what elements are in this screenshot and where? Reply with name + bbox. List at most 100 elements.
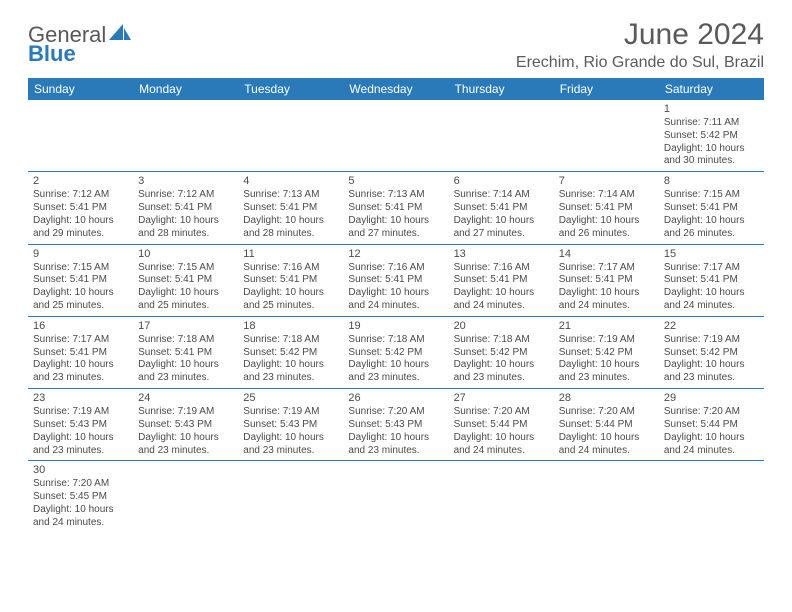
sunrise-text: Sunrise: 7:20 AM xyxy=(454,406,549,419)
daylight-text-2: and 26 minutes. xyxy=(559,228,654,241)
sunset-text: Sunset: 5:41 PM xyxy=(348,202,443,215)
daylight-text: Daylight: 10 hours xyxy=(454,287,549,300)
day-number: 12 xyxy=(348,247,443,261)
sunset-text: Sunset: 5:41 PM xyxy=(33,202,128,215)
sunset-text: Sunset: 5:42 PM xyxy=(454,347,549,360)
day-number: 4 xyxy=(243,174,338,188)
sunset-text: Sunset: 5:41 PM xyxy=(138,202,233,215)
sunset-text: Sunset: 5:42 PM xyxy=(664,347,759,360)
day-number: 3 xyxy=(138,174,233,188)
sunrise-text: Sunrise: 7:16 AM xyxy=(348,262,443,275)
daylight-text: Daylight: 10 hours xyxy=(33,504,128,517)
daylight-text-2: and 24 minutes. xyxy=(664,445,759,458)
day-number: 25 xyxy=(243,391,338,405)
daylight-text: Daylight: 10 hours xyxy=(243,359,338,372)
day-number: 28 xyxy=(559,391,654,405)
daylight-text-2: and 24 minutes. xyxy=(348,300,443,313)
sunset-text: Sunset: 5:41 PM xyxy=(454,274,549,287)
sunset-text: Sunset: 5:42 PM xyxy=(559,347,654,360)
calendar-empty-cell xyxy=(554,461,659,533)
daylight-text-2: and 25 minutes. xyxy=(243,300,338,313)
brand-part2: Blue xyxy=(28,41,76,66)
sunrise-text: Sunrise: 7:20 AM xyxy=(559,406,654,419)
sunset-text: Sunset: 5:41 PM xyxy=(664,202,759,215)
daylight-text-2: and 28 minutes. xyxy=(243,228,338,241)
sunset-text: Sunset: 5:43 PM xyxy=(243,419,338,432)
month-title: June 2024 xyxy=(516,18,764,52)
sunset-text: Sunset: 5:44 PM xyxy=(454,419,549,432)
daylight-text-2: and 23 minutes. xyxy=(33,445,128,458)
calendar-day-cell: 20Sunrise: 7:18 AMSunset: 5:42 PMDayligh… xyxy=(449,316,554,388)
calendar-day-cell: 25Sunrise: 7:19 AMSunset: 5:43 PMDayligh… xyxy=(238,389,343,461)
calendar-table: SundayMondayTuesdayWednesdayThursdayFrid… xyxy=(28,78,764,533)
day-number: 6 xyxy=(454,174,549,188)
day-number: 27 xyxy=(454,391,549,405)
sunset-text: Sunset: 5:41 PM xyxy=(243,202,338,215)
title-block: June 2024 Erechim, Rio Grande do Sul, Br… xyxy=(516,18,764,72)
sunrise-text: Sunrise: 7:17 AM xyxy=(664,262,759,275)
calendar-body: 1Sunrise: 7:11 AMSunset: 5:42 PMDaylight… xyxy=(28,100,764,533)
calendar-day-cell: 12Sunrise: 7:16 AMSunset: 5:41 PMDayligh… xyxy=(343,244,448,316)
daylight-text: Daylight: 10 hours xyxy=(664,143,759,156)
daylight-text: Daylight: 10 hours xyxy=(33,359,128,372)
sunrise-text: Sunrise: 7:15 AM xyxy=(138,262,233,275)
daylight-text: Daylight: 10 hours xyxy=(664,215,759,228)
calendar-day-cell: 19Sunrise: 7:18 AMSunset: 5:42 PMDayligh… xyxy=(343,316,448,388)
calendar-empty-cell xyxy=(28,100,133,172)
sunrise-text: Sunrise: 7:18 AM xyxy=(348,334,443,347)
calendar-day-cell: 7Sunrise: 7:14 AMSunset: 5:41 PMDaylight… xyxy=(554,172,659,244)
daylight-text-2: and 23 minutes. xyxy=(559,372,654,385)
daylight-text-2: and 23 minutes. xyxy=(243,372,338,385)
weekday-header: Saturday xyxy=(659,78,764,100)
calendar-day-cell: 23Sunrise: 7:19 AMSunset: 5:43 PMDayligh… xyxy=(28,389,133,461)
daylight-text: Daylight: 10 hours xyxy=(348,287,443,300)
sunset-text: Sunset: 5:42 PM xyxy=(243,347,338,360)
calendar-week-row: 16Sunrise: 7:17 AMSunset: 5:41 PMDayligh… xyxy=(28,316,764,388)
sunset-text: Sunset: 5:41 PM xyxy=(33,274,128,287)
calendar-day-cell: 16Sunrise: 7:17 AMSunset: 5:41 PMDayligh… xyxy=(28,316,133,388)
sail-icon xyxy=(109,22,131,47)
sunrise-text: Sunrise: 7:18 AM xyxy=(454,334,549,347)
sunset-text: Sunset: 5:43 PM xyxy=(138,419,233,432)
brand-logo: GeneralBlue xyxy=(28,24,131,63)
daylight-text-2: and 30 minutes. xyxy=(664,155,759,168)
daylight-text: Daylight: 10 hours xyxy=(33,432,128,445)
daylight-text: Daylight: 10 hours xyxy=(138,287,233,300)
calendar-empty-cell xyxy=(238,100,343,172)
calendar-day-cell: 17Sunrise: 7:18 AMSunset: 5:41 PMDayligh… xyxy=(133,316,238,388)
daylight-text: Daylight: 10 hours xyxy=(454,215,549,228)
calendar-day-cell: 3Sunrise: 7:12 AMSunset: 5:41 PMDaylight… xyxy=(133,172,238,244)
day-number: 10 xyxy=(138,247,233,261)
day-number: 29 xyxy=(664,391,759,405)
day-number: 19 xyxy=(348,319,443,333)
daylight-text: Daylight: 10 hours xyxy=(664,432,759,445)
calendar-day-cell: 8Sunrise: 7:15 AMSunset: 5:41 PMDaylight… xyxy=(659,172,764,244)
day-number: 30 xyxy=(33,463,128,477)
sunrise-text: Sunrise: 7:15 AM xyxy=(33,262,128,275)
daylight-text-2: and 29 minutes. xyxy=(33,228,128,241)
daylight-text: Daylight: 10 hours xyxy=(243,287,338,300)
day-number: 20 xyxy=(454,319,549,333)
calendar-week-row: 2Sunrise: 7:12 AMSunset: 5:41 PMDaylight… xyxy=(28,172,764,244)
calendar-empty-cell xyxy=(238,461,343,533)
calendar-day-cell: 9Sunrise: 7:15 AMSunset: 5:41 PMDaylight… xyxy=(28,244,133,316)
calendar-empty-cell xyxy=(449,100,554,172)
calendar-week-row: 30Sunrise: 7:20 AMSunset: 5:45 PMDayligh… xyxy=(28,461,764,533)
location-text: Erechim, Rio Grande do Sul, Brazil xyxy=(516,54,764,72)
day-number: 16 xyxy=(33,319,128,333)
calendar-empty-cell xyxy=(659,461,764,533)
daylight-text: Daylight: 10 hours xyxy=(348,215,443,228)
weekday-header: Friday xyxy=(554,78,659,100)
day-number: 9 xyxy=(33,247,128,261)
day-number: 7 xyxy=(559,174,654,188)
daylight-text: Daylight: 10 hours xyxy=(243,432,338,445)
day-number: 14 xyxy=(559,247,654,261)
weekday-header: Monday xyxy=(133,78,238,100)
sunset-text: Sunset: 5:43 PM xyxy=(33,419,128,432)
daylight-text: Daylight: 10 hours xyxy=(664,359,759,372)
daylight-text-2: and 26 minutes. xyxy=(664,228,759,241)
daylight-text: Daylight: 10 hours xyxy=(454,432,549,445)
calendar-day-cell: 1Sunrise: 7:11 AMSunset: 5:42 PMDaylight… xyxy=(659,100,764,172)
daylight-text-2: and 23 minutes. xyxy=(243,445,338,458)
day-number: 23 xyxy=(33,391,128,405)
